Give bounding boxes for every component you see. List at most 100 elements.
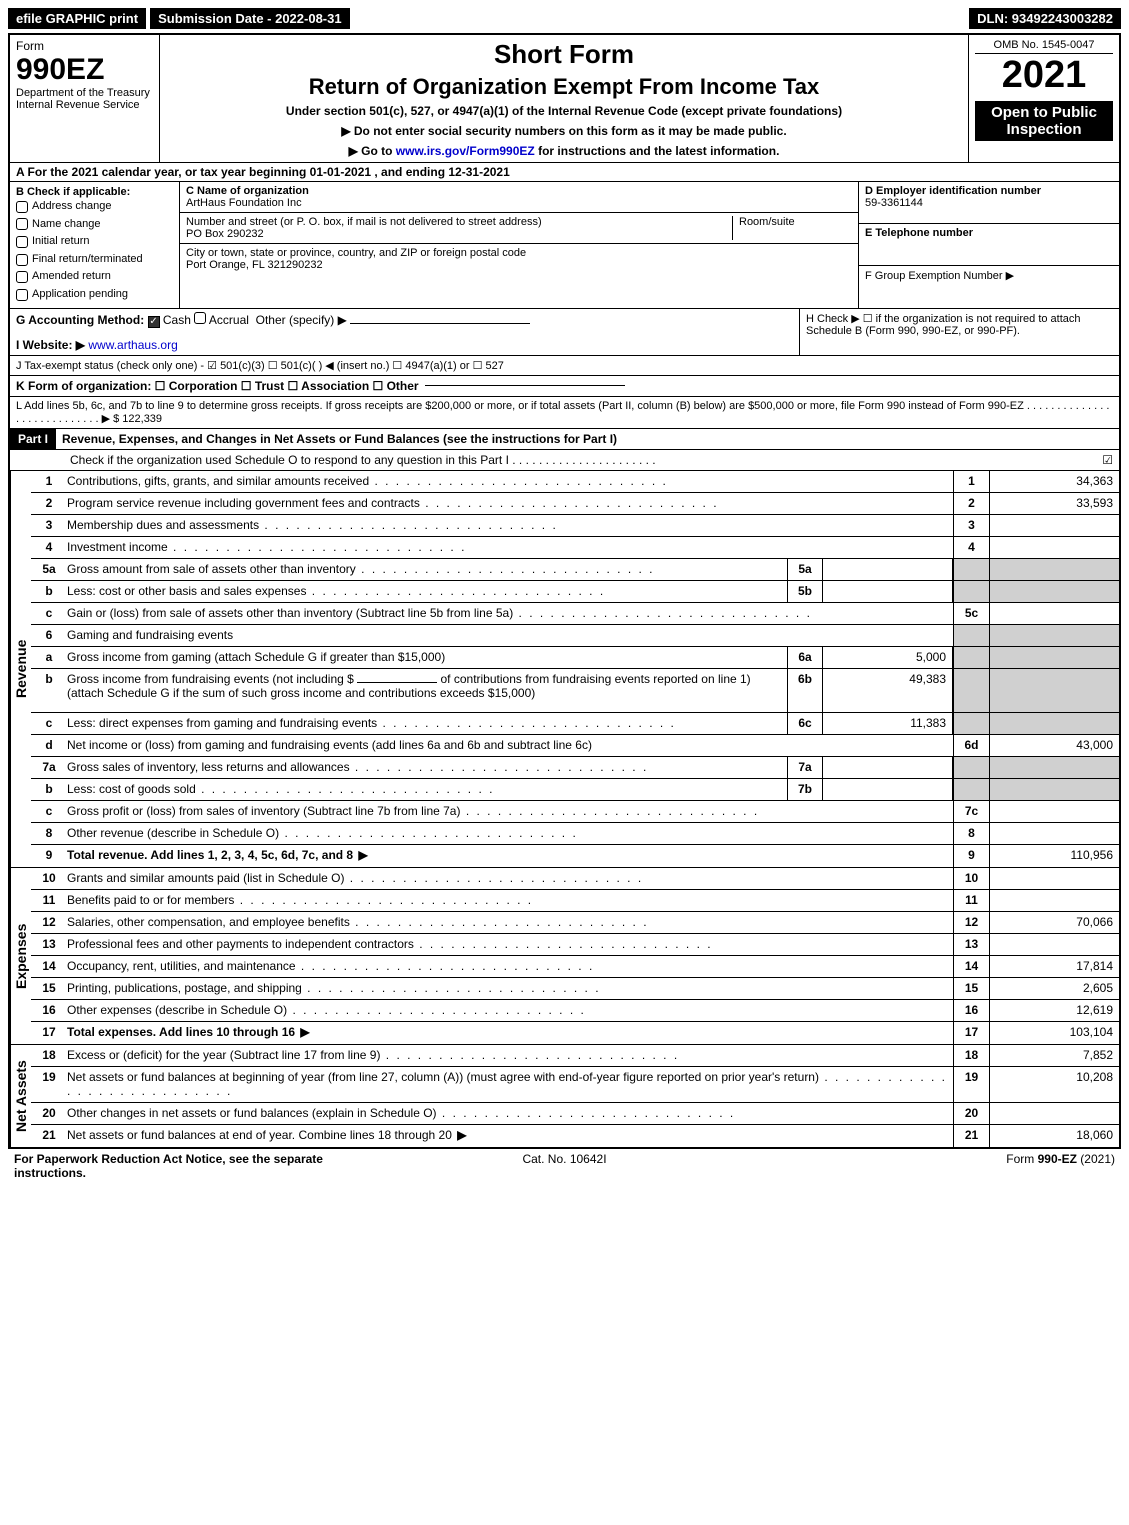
- line-10: 10 Grants and similar amounts paid (list…: [31, 868, 1119, 890]
- ln3-desc: Membership dues and assessments: [67, 515, 953, 536]
- ln4-desc: Investment income: [67, 537, 953, 558]
- col-b-checkboxes: B Check if applicable: Address change Na…: [10, 182, 180, 308]
- ln6b-mv: 49,383: [823, 669, 953, 712]
- chk-name-change[interactable]: [16, 218, 28, 230]
- part-i-checkbox[interactable]: ☑: [1096, 450, 1119, 470]
- row-g: G Accounting Method: ✓ Cash Accrual Othe…: [10, 309, 799, 355]
- ln5a-mv: [823, 559, 953, 580]
- line-20: 20 Other changes in net assets or fund b…: [31, 1103, 1119, 1125]
- row-h: H Check ▶ ☐ if the organization is not r…: [799, 309, 1119, 355]
- ln5c-rn: 5c: [953, 603, 989, 624]
- l-text: L Add lines 5b, 6c, and 7b to line 9 to …: [16, 400, 1109, 425]
- ln7c-rn: 7c: [953, 801, 989, 822]
- ln3-rv: [989, 515, 1119, 536]
- col-def: D Employer identification number 59-3361…: [859, 182, 1119, 308]
- ln18-rv: 7,852: [989, 1045, 1119, 1066]
- chk-application-pending[interactable]: [16, 289, 28, 301]
- section-bcdef: B Check if applicable: Address change Na…: [10, 182, 1119, 309]
- ln2-rn: 2: [953, 493, 989, 514]
- ln9-rn: 9: [953, 845, 989, 867]
- line-15: 15 Printing, publications, postage, and …: [31, 978, 1119, 1000]
- form-990ez: Form 990EZ Department of the Treasury In…: [8, 33, 1121, 1149]
- ln19-rn: 19: [953, 1067, 989, 1102]
- ln6a-rn-shade: [953, 647, 989, 668]
- ln6b-rv-shade: [989, 669, 1119, 712]
- footer-form-bold: 990-EZ: [1038, 1152, 1077, 1166]
- k-other-blank[interactable]: [425, 385, 625, 386]
- ln8-desc: Other revenue (describe in Schedule O): [67, 823, 953, 844]
- line-7b: b Less: cost of goods sold 7b: [31, 779, 1119, 801]
- header-left: Form 990EZ Department of the Treasury In…: [10, 35, 160, 162]
- ln11-desc: Benefits paid to or for members: [67, 890, 953, 911]
- g-accrual: Accrual: [209, 313, 249, 327]
- header-right: OMB No. 1545-0047 2021 Open to Public In…: [969, 35, 1119, 162]
- g-label: G Accounting Method:: [16, 313, 144, 327]
- line-6: 6 Gaming and fundraising events: [31, 625, 1119, 647]
- g-cash: Cash: [163, 313, 191, 327]
- part-i-title: Revenue, Expenses, and Changes in Net As…: [56, 429, 1119, 449]
- footer-right: Form 990-EZ (2021): [748, 1152, 1115, 1180]
- ln5b-desc: Less: cost or other basis and sales expe…: [67, 581, 787, 602]
- ln14-num: 14: [31, 956, 67, 977]
- ln19-desc: Net assets or fund balances at beginning…: [67, 1067, 953, 1102]
- ln6a-mn: 6a: [787, 647, 823, 668]
- ln14-rn: 14: [953, 956, 989, 977]
- label-amended-return: Amended return: [32, 268, 111, 286]
- ln21-num: 21: [31, 1125, 67, 1147]
- ln1-rv: 34,363: [989, 471, 1119, 492]
- part-i-schedule-o-row: Check if the organization used Schedule …: [10, 450, 1119, 471]
- ln7b-desc: Less: cost of goods sold: [67, 779, 787, 800]
- chk-initial-return[interactable]: [16, 236, 28, 248]
- g-other-blank[interactable]: [350, 323, 530, 324]
- ln7b-rn-shade: [953, 779, 989, 800]
- ln13-desc: Professional fees and other payments to …: [67, 934, 953, 955]
- short-form-title: Short Form: [166, 39, 962, 70]
- ln7a-rn-shade: [953, 757, 989, 778]
- line-17: 17 Total expenses. Add lines 10 through …: [31, 1022, 1119, 1044]
- ln3-num: 3: [31, 515, 67, 536]
- line-6a: a Gross income from gaming (attach Sched…: [31, 647, 1119, 669]
- expenses-section: Expenses 10 Grants and similar amounts p…: [10, 868, 1119, 1045]
- ln15-desc: Printing, publications, postage, and shi…: [67, 978, 953, 999]
- ln6-rn-shade: [953, 625, 989, 646]
- ln6d-rn: 6d: [953, 735, 989, 756]
- chk-cash[interactable]: ✓: [148, 316, 160, 328]
- ln6a-num: a: [31, 647, 67, 668]
- goto-line: ▶ Go to www.irs.gov/Form990EZ for instru…: [166, 144, 962, 158]
- ln5b-mn: 5b: [787, 581, 823, 602]
- ln6b-blank[interactable]: [357, 682, 437, 683]
- ln19-rv: 10,208: [989, 1067, 1119, 1102]
- dln: DLN: 93492243003282: [969, 8, 1121, 29]
- ln12-desc: Salaries, other compensation, and employ…: [67, 912, 953, 933]
- part-i-check-text: Check if the organization used Schedule …: [10, 450, 1096, 470]
- ln16-rn: 16: [953, 1000, 989, 1021]
- treasury-dept: Department of the Treasury: [16, 87, 153, 99]
- ln18-desc: Excess or (deficit) for the year (Subtra…: [67, 1045, 953, 1066]
- ln13-num: 13: [31, 934, 67, 955]
- footer-left: For Paperwork Reduction Act Notice, see …: [14, 1152, 381, 1180]
- ln15-rv: 2,605: [989, 978, 1119, 999]
- line-16: 16 Other expenses (describe in Schedule …: [31, 1000, 1119, 1022]
- chk-address-change[interactable]: [16, 201, 28, 213]
- chk-final-return[interactable]: [16, 254, 28, 266]
- ln5a-mn: 5a: [787, 559, 823, 580]
- irs-label: Internal Revenue Service: [16, 99, 153, 111]
- irs-link[interactable]: www.irs.gov/Form990EZ: [396, 144, 535, 158]
- e-phone-label: E Telephone number: [865, 227, 1113, 239]
- ln17-rv: 103,104: [989, 1022, 1119, 1044]
- ln18-rn: 18: [953, 1045, 989, 1066]
- line-14: 14 Occupancy, rent, utilities, and maint…: [31, 956, 1119, 978]
- ln5a-rn-shade: [953, 559, 989, 580]
- i-website-value[interactable]: www.arthaus.org: [88, 338, 177, 352]
- submission-date: Submission Date - 2022-08-31: [150, 8, 350, 29]
- ln5c-rv: [989, 603, 1119, 624]
- chk-amended-return[interactable]: [16, 271, 28, 283]
- line-1: 1 Contributions, gifts, grants, and simi…: [31, 471, 1119, 493]
- line-7a: 7a Gross sales of inventory, less return…: [31, 757, 1119, 779]
- ln14-desc: Occupancy, rent, utilities, and maintena…: [67, 956, 953, 977]
- efile-graphic-print: efile GRAPHIC print: [8, 8, 146, 29]
- chk-accrual[interactable]: [194, 312, 206, 324]
- line-5c: c Gain or (loss) from sale of assets oth…: [31, 603, 1119, 625]
- line-5b: b Less: cost or other basis and sales ex…: [31, 581, 1119, 603]
- c-city-label: City or town, state or province, country…: [186, 247, 852, 259]
